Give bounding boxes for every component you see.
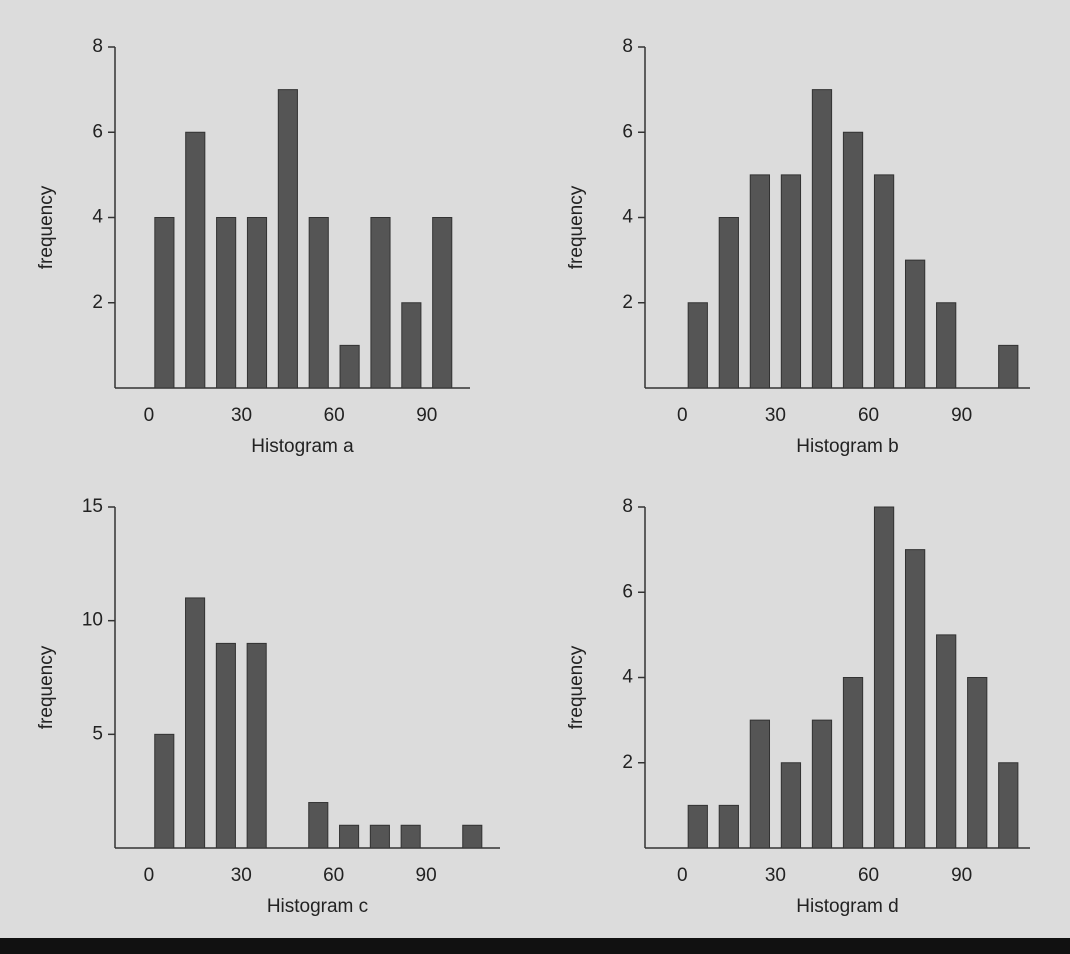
y-tick-label: 6 xyxy=(622,121,633,142)
bar xyxy=(216,217,237,389)
x-tick-label: 90 xyxy=(951,405,972,426)
bar xyxy=(718,804,739,849)
bar xyxy=(998,762,1019,849)
y-tick-label: 2 xyxy=(622,292,633,313)
x-tick-label: 60 xyxy=(858,405,879,426)
y-tick-label: 4 xyxy=(622,667,633,688)
y-tick-label: 2 xyxy=(92,292,103,313)
y-tick-label: 5 xyxy=(92,723,103,744)
y-axis-label: frequency xyxy=(566,185,587,269)
bar xyxy=(246,217,268,389)
bar xyxy=(967,677,988,849)
x-tick-label: 30 xyxy=(231,405,252,426)
bar xyxy=(811,89,833,389)
bar xyxy=(154,217,175,389)
y-tick-label: 8 xyxy=(622,496,633,517)
x-tick-label: 90 xyxy=(416,865,437,886)
bar xyxy=(308,217,329,389)
x-tick-label: 30 xyxy=(765,865,786,886)
x-tick-label: 30 xyxy=(765,405,786,426)
bar xyxy=(185,597,206,849)
x-tick-label: 0 xyxy=(677,865,688,886)
bar xyxy=(432,217,453,389)
bar xyxy=(370,217,391,389)
bar xyxy=(277,89,298,389)
bar xyxy=(780,174,802,389)
bar xyxy=(873,506,895,849)
bar xyxy=(687,302,708,389)
bar xyxy=(842,677,864,849)
y-tick-label: 4 xyxy=(92,207,103,228)
bar xyxy=(246,642,267,849)
x-axis-label: Histogram c xyxy=(267,896,368,917)
y-tick-label: 4 xyxy=(622,207,633,228)
bar xyxy=(749,719,771,849)
x-tick-label: 0 xyxy=(144,405,155,426)
bar xyxy=(998,344,1019,389)
bar xyxy=(936,634,957,849)
x-tick-label: 90 xyxy=(416,405,437,426)
bar xyxy=(936,302,957,389)
x-tick-label: 60 xyxy=(324,405,345,426)
y-axis-label: frequency xyxy=(566,645,587,729)
bar xyxy=(873,174,895,389)
bar xyxy=(339,344,360,389)
x-axis-label: Histogram d xyxy=(796,896,898,917)
bar xyxy=(811,719,833,849)
bar xyxy=(718,217,739,389)
bar xyxy=(687,804,708,849)
y-tick-label: 8 xyxy=(92,36,103,57)
bar xyxy=(185,131,206,389)
y-axis-label: frequency xyxy=(36,185,57,269)
bar xyxy=(400,824,421,849)
y-tick-label: 2 xyxy=(622,752,633,773)
bar xyxy=(339,824,360,849)
y-tick-label: 8 xyxy=(622,36,633,57)
x-tick-label: 60 xyxy=(323,865,344,886)
bar xyxy=(401,302,422,389)
bar xyxy=(369,824,390,849)
x-tick-label: 0 xyxy=(144,865,155,886)
x-axis-label: Histogram b xyxy=(796,436,898,457)
bar xyxy=(904,549,926,849)
bottom-border xyxy=(0,938,1070,954)
bar xyxy=(308,802,329,849)
y-tick-label: 10 xyxy=(82,610,103,631)
bar xyxy=(842,131,864,389)
x-axis-label: Histogram a xyxy=(251,436,354,457)
bar xyxy=(904,259,926,389)
bar xyxy=(780,762,802,849)
x-tick-label: 30 xyxy=(231,865,252,886)
y-axis-label: frequency xyxy=(36,645,57,729)
bar xyxy=(462,824,483,849)
x-tick-label: 0 xyxy=(677,405,688,426)
y-tick-label: 6 xyxy=(92,121,103,142)
x-tick-label: 90 xyxy=(951,865,972,886)
x-tick-label: 60 xyxy=(858,865,879,886)
bar xyxy=(154,733,175,849)
y-tick-label: 6 xyxy=(622,581,633,602)
y-tick-label: 15 xyxy=(82,496,103,517)
bar xyxy=(749,174,771,389)
bar xyxy=(215,642,236,849)
